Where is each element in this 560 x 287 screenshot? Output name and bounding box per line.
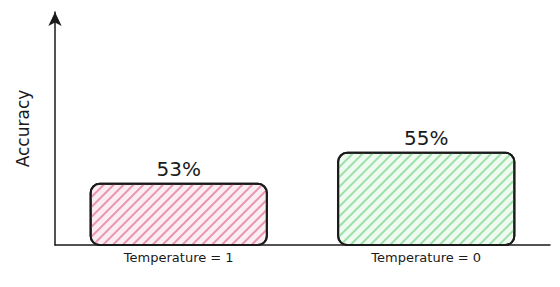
svg-text:Temperature = 1: Temperature = 1 bbox=[123, 250, 234, 265]
svg-text:Temperature = 0: Temperature = 0 bbox=[370, 250, 481, 265]
svg-text:53%: 53% bbox=[157, 157, 201, 181]
svg-text:Accuracy: Accuracy bbox=[13, 90, 33, 168]
svg-text:55%: 55% bbox=[404, 126, 448, 150]
